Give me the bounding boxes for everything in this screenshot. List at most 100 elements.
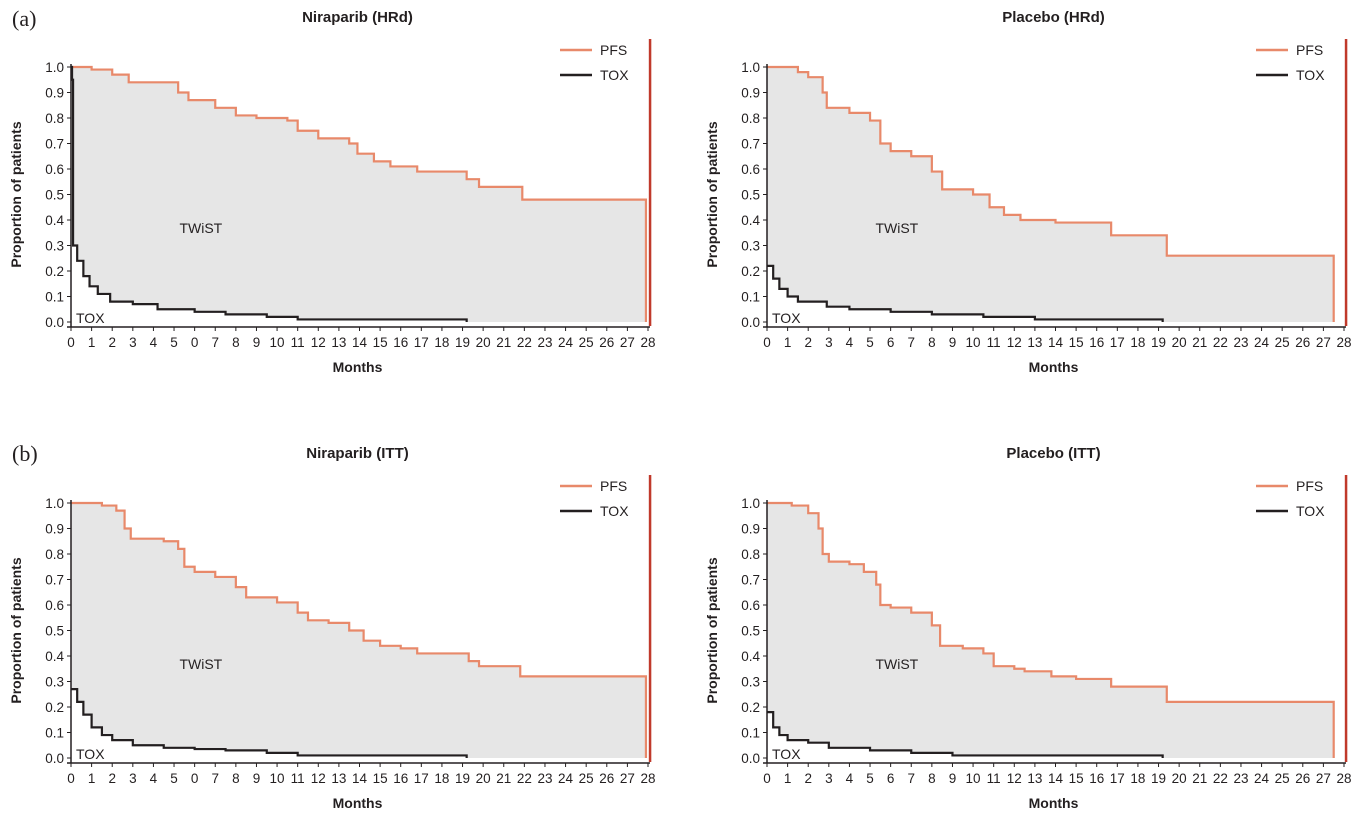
x-tick-label: 10 [270, 335, 285, 350]
x-tick-label: 18 [434, 335, 449, 350]
series-line-pfs [71, 65, 648, 322]
legend-label-tox: TOX [1296, 67, 1325, 83]
x-tick-label: 0 [763, 335, 771, 350]
x-tick-label: 3 [825, 771, 833, 786]
chart-title: Placebo (ITT) [1006, 445, 1100, 462]
y-tick-label: 0.8 [45, 547, 64, 562]
x-tick-label: 7 [211, 335, 219, 350]
x-tick-label: 17 [1110, 335, 1125, 350]
x-tick-label: 0 [191, 335, 199, 350]
x-tick-label: 7 [907, 771, 915, 786]
x-tick-label: 7 [211, 771, 219, 786]
x-tick-label: 22 [1213, 771, 1228, 786]
twist-area [767, 67, 1334, 322]
y-axis-label: Proportion of patients [8, 557, 24, 703]
y-tick-label: 1.0 [741, 496, 760, 511]
x-tick-label: 27 [620, 335, 635, 350]
x-tick-label: 24 [558, 335, 574, 350]
x-tick-label: 13 [1027, 335, 1042, 350]
x-tick-label: 20 [1172, 335, 1187, 350]
x-tick-label: 23 [1233, 771, 1248, 786]
legend-label-pfs: PFS [1296, 478, 1323, 494]
x-tick-label: 16 [1089, 335, 1104, 350]
y-tick-label: 0.6 [45, 162, 64, 177]
x-tick-label: 28 [1336, 335, 1351, 350]
x-tick-label: 28 [640, 771, 655, 786]
y-tick-label: 0.2 [45, 700, 64, 715]
legend-label-tox: TOX [600, 503, 629, 519]
y-tick-label: 1.0 [45, 60, 64, 75]
x-tick-label: 24 [1254, 335, 1270, 350]
tox-region-label: TOX [772, 746, 801, 762]
y-tick-label: 0.8 [741, 111, 760, 126]
x-tick-label: 9 [253, 335, 261, 350]
twist-region-label: TWiST [179, 220, 222, 236]
x-tick-label: 3 [129, 771, 137, 786]
x-tick-label: 11 [291, 335, 305, 350]
x-tick-label: 26 [599, 335, 614, 350]
x-tick-label: 2 [804, 335, 812, 350]
series-line-tox [767, 264, 1164, 322]
x-tick-label: 22 [517, 335, 532, 350]
y-tick-label: 0.9 [45, 522, 64, 537]
chart-title: Niraparib (HRd) [302, 9, 413, 26]
x-axis-label: Months [1029, 359, 1079, 375]
x-tick-label: 4 [150, 771, 158, 786]
x-tick-label: 5 [170, 771, 178, 786]
y-tick-label: 0.5 [741, 188, 760, 203]
x-tick-label: 0 [763, 771, 771, 786]
twist-region-label: TWiST [875, 220, 918, 236]
chart-panel-1: 0.00.10.20.30.40.50.60.70.80.91.00 1 2 3 4 5 0… [8, 9, 656, 375]
x-tick-label: 13 [331, 771, 346, 786]
x-tick-label: 14 [1048, 771, 1064, 786]
y-tick-label: 0.0 [741, 751, 760, 766]
legend-label-pfs: PFS [600, 42, 627, 58]
x-tick-label: 9 [253, 771, 261, 786]
x-tick-label: 16 [393, 771, 408, 786]
x-tick-label: 4 [150, 335, 158, 350]
series-line-pfs [71, 501, 648, 758]
x-tick-label: 23 [537, 335, 552, 350]
x-tick-label: 27 [1316, 771, 1331, 786]
x-tick-label: 20 [476, 335, 491, 350]
x-tick-label: 8 [232, 771, 240, 786]
y-tick-label: 0.3 [45, 239, 64, 254]
series-line-pfs [767, 501, 1335, 758]
chart-panel-3: 0.00.10.20.30.40.50.60.70.80.91.00 1 2 3 4 5 0… [8, 445, 656, 811]
legend-label-pfs: PFS [600, 478, 627, 494]
x-tick-label: 2 [108, 335, 116, 350]
x-tick-label: 26 [1295, 771, 1310, 786]
x-tick-label: 10 [270, 771, 285, 786]
y-tick-label: 0.7 [45, 137, 64, 152]
y-tick-label: 0.5 [45, 624, 64, 639]
chart-title: Niraparib (ITT) [306, 445, 409, 462]
x-tick-label: 11 [987, 771, 1001, 786]
x-tick-label: 18 [434, 771, 449, 786]
x-tick-label: 22 [1213, 335, 1228, 350]
x-tick-label: 15 [373, 771, 388, 786]
x-tick-label: 0 [67, 771, 75, 786]
x-tick-label: 27 [1316, 335, 1331, 350]
y-tick-label: 0.6 [741, 598, 760, 613]
chart-panel-2: 0.00.10.20.30.40.50.60.70.80.91.00 1 2 3 4 5 6… [704, 9, 1352, 375]
legend-label-pfs: PFS [1296, 42, 1323, 58]
y-tick-label: 0.5 [741, 624, 760, 639]
y-tick-label: 0.3 [741, 675, 760, 690]
x-tick-label: 9 [949, 335, 957, 350]
x-tick-label: 2 [108, 771, 116, 786]
x-tick-label: 12 [1007, 335, 1022, 350]
x-tick-label: 28 [640, 335, 655, 350]
x-tick-label: 10 [966, 335, 981, 350]
x-tick-label: 15 [1069, 335, 1084, 350]
x-tick-label: 25 [579, 771, 594, 786]
x-tick-label: 6 [887, 335, 895, 350]
x-tick-label: 24 [1254, 771, 1270, 786]
y-tick-label: 0.6 [45, 598, 64, 613]
x-tick-label: 26 [1295, 335, 1310, 350]
x-tick-label: 11 [987, 335, 1001, 350]
y-tick-label: 0.2 [45, 264, 64, 279]
y-axis-label: Proportion of patients [704, 121, 720, 267]
y-tick-label: 0.1 [45, 726, 64, 741]
x-tick-label: 18 [1130, 771, 1145, 786]
